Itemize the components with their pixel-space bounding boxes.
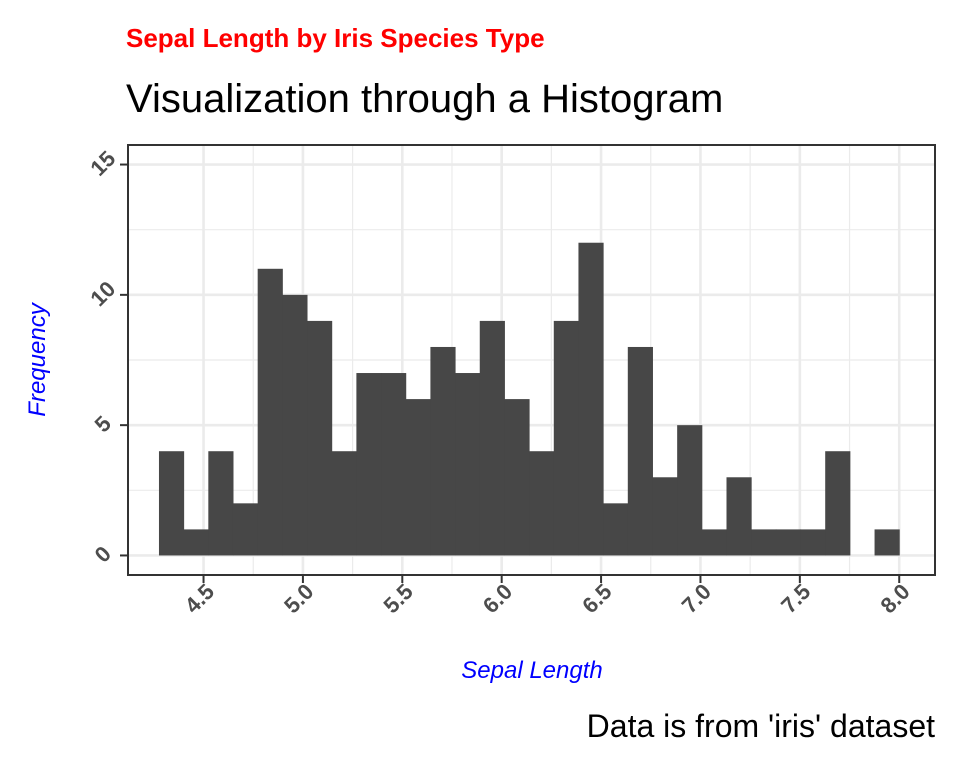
- histogram-bar: [677, 425, 703, 556]
- histogram-bars: [158, 242, 900, 556]
- histogram-bar: [751, 529, 777, 556]
- histogram-bar: [381, 373, 407, 556]
- x-tick-label: 6.0: [478, 579, 517, 618]
- panel-border: [127, 144, 936, 576]
- x-tick-label: 6.5: [577, 579, 616, 618]
- histogram-bar: [232, 503, 259, 556]
- histogram-bar: [701, 529, 727, 556]
- histogram-bar: [504, 399, 530, 556]
- y-tick-label: 15: [85, 146, 120, 181]
- histogram-bar: [825, 451, 851, 556]
- chart-subtitle: Sepal Length by Iris Species Type: [126, 23, 545, 53]
- histogram-bar: [455, 373, 481, 556]
- histogram-bar: [553, 320, 579, 556]
- y-tick-label: 5: [90, 411, 116, 437]
- histogram-bar: [874, 529, 900, 556]
- x-tick-label: 7.0: [677, 579, 716, 618]
- histogram-bar: [529, 451, 555, 556]
- x-tick-label: 5.0: [279, 579, 318, 618]
- histogram-bar: [405, 399, 431, 556]
- chart-caption: Data is from 'iris' dataset: [587, 708, 935, 744]
- histogram-bar: [603, 503, 629, 556]
- plot-panel: [127, 144, 936, 576]
- histogram-bar: [183, 529, 209, 556]
- x-axis-title: Sepal Length: [461, 657, 602, 684]
- histogram-bar: [257, 268, 283, 556]
- x-tick-label: 5.5: [379, 579, 418, 618]
- histogram-bar: [356, 373, 382, 556]
- x-tick-label: 7.5: [776, 579, 815, 618]
- chart-title: Visualization through a Histogram: [126, 77, 723, 121]
- histogram-bar: [479, 320, 505, 556]
- y-tick-label: 0: [90, 541, 116, 567]
- y-axis-title: Frequency: [24, 301, 51, 416]
- histogram-bar: [331, 451, 357, 556]
- histogram-bar: [775, 529, 802, 556]
- x-tick-label: 8.0: [875, 579, 914, 618]
- histogram-bar: [208, 451, 234, 556]
- histogram-bar: [282, 294, 308, 556]
- histogram-bar: [652, 477, 678, 556]
- y-axis: 0 5 10 15: [85, 146, 128, 567]
- y-tick-label: 10: [85, 276, 120, 311]
- histogram-bar: [800, 529, 826, 556]
- x-tick-label: 4.5: [180, 579, 219, 618]
- histogram-bar: [578, 242, 604, 556]
- histogram-bar: [307, 320, 333, 556]
- histogram-bar: [627, 346, 653, 556]
- histogram-bar: [430, 346, 456, 556]
- x-axis: 4.5 5.0 5.5 6.0 6.5 7.0 7.5 8.0: [180, 575, 915, 618]
- histogram-bar: [726, 477, 752, 556]
- histogram-bar: [158, 451, 185, 556]
